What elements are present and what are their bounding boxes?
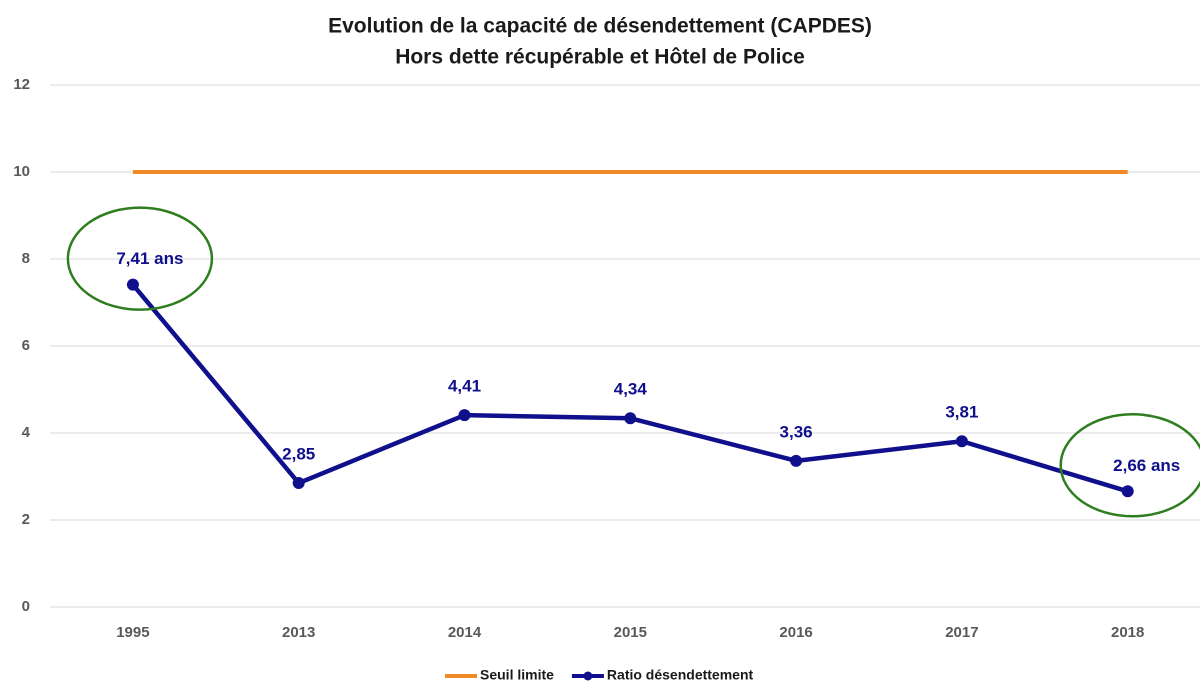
chart-subtitle: Hors dette récupérable et Hôtel de Polic… bbox=[395, 46, 805, 69]
y-tick-label: 12 bbox=[13, 76, 30, 93]
value-label: 3,36 bbox=[780, 422, 813, 441]
x-tick-label: 2015 bbox=[614, 624, 647, 641]
point bbox=[458, 409, 471, 422]
x-tick-label: 2016 bbox=[779, 624, 812, 641]
x-tick-label: 2017 bbox=[945, 624, 978, 641]
x-tick-label: 2013 bbox=[282, 624, 315, 641]
x-tick-label: 2018 bbox=[1111, 624, 1144, 641]
y-tick-label: 10 bbox=[13, 163, 30, 180]
y-tick-label: 6 bbox=[22, 337, 30, 354]
point bbox=[955, 435, 968, 448]
point bbox=[292, 477, 305, 490]
value-label: 4,34 bbox=[614, 380, 648, 399]
value-label: 2,66 ans bbox=[1113, 456, 1180, 475]
point bbox=[624, 412, 637, 425]
chart-title: Evolution de la capacité de désendetteme… bbox=[328, 15, 872, 38]
value-label: 3,81 bbox=[945, 403, 978, 422]
x-tick-label: 1995 bbox=[116, 624, 149, 641]
y-tick-label: 4 bbox=[22, 424, 31, 441]
x-tick-label: 2014 bbox=[448, 624, 482, 641]
highlight-ellipse bbox=[1059, 413, 1200, 518]
point bbox=[1121, 485, 1134, 498]
highlight-ellipse bbox=[66, 206, 214, 311]
value-label: 4,41 bbox=[448, 377, 481, 396]
value-label: 2,85 bbox=[282, 445, 315, 464]
point bbox=[790, 454, 803, 467]
legend-label: Ratio désendettement bbox=[607, 667, 754, 683]
y-tick-label: 8 bbox=[22, 250, 30, 267]
value-label: 7,41 ans bbox=[116, 249, 183, 268]
y-tick-label: 0 bbox=[22, 598, 30, 615]
legend-label: Seuil limite bbox=[480, 667, 554, 683]
legend-marker bbox=[583, 671, 593, 681]
point bbox=[126, 278, 139, 291]
y-tick-label: 2 bbox=[22, 511, 30, 528]
